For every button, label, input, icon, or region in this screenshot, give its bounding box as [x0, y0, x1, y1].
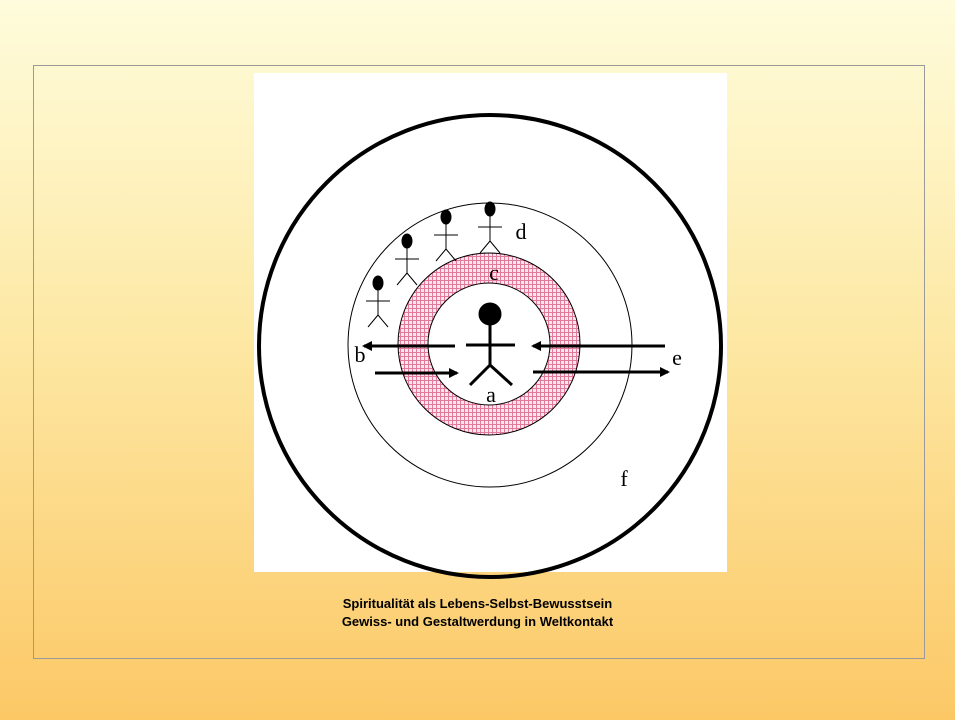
caption-line: Spiritualität als Lebens-Selbst-Bewussts…	[0, 596, 955, 611]
label-d: d	[516, 219, 527, 244]
diagram: a b c d e f	[0, 0, 955, 720]
label-c: c	[489, 260, 499, 285]
caption-line: Gewiss- und Gestaltwerdung in Weltkontak…	[0, 614, 955, 629]
label-a: a	[486, 382, 496, 407]
page: a b c d e f Spiritualität als Lebens-Sel…	[0, 0, 955, 720]
label-e: e	[672, 345, 682, 370]
label-f: f	[620, 466, 628, 491]
label-b: b	[355, 342, 366, 367]
